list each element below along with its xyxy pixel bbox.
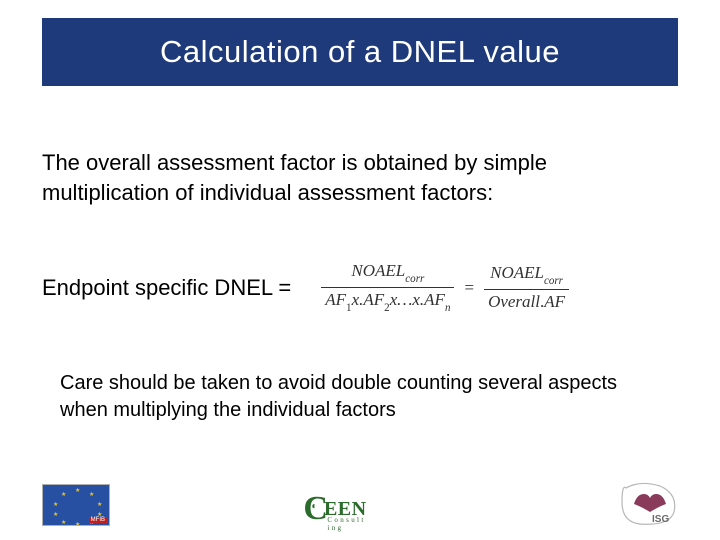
af2-sub: 2 <box>384 302 390 314</box>
mfib-tag: MFIB <box>89 517 107 523</box>
af1-text: AF <box>325 290 346 309</box>
star-icon: ★ <box>97 503 101 507</box>
isg-logo-svg: ISG <box>620 482 678 526</box>
star-icon: ★ <box>53 503 57 507</box>
star-icon: ★ <box>75 489 79 493</box>
body-area: The overall assessment factor is obtaine… <box>42 148 678 424</box>
fraction-2-bar <box>484 289 569 290</box>
fraction-1-denominator: AF1x.AF2x…x.AFn <box>321 290 454 314</box>
isg-text: ISG <box>652 514 669 525</box>
overall-text: Overall <box>488 292 540 311</box>
afn-sub: n <box>445 302 451 314</box>
formula-row: Endpoint specific DNEL = NOAELcorr AF1x.… <box>42 261 678 313</box>
title-bar: Calculation of a DNEL value <box>42 18 678 86</box>
note-paragraph: Care should be taken to avoid double cou… <box>60 370 630 424</box>
mid-text: x…x. <box>390 290 424 309</box>
formula-label: Endpoint specific DNEL = <box>42 275 291 301</box>
af-text: AF <box>544 292 565 311</box>
af1-sub: 1 <box>346 302 352 314</box>
hands-icon <box>634 494 666 512</box>
star-icon: ★ <box>89 493 93 497</box>
corr-sub-1: corr <box>405 273 424 285</box>
ceen-logo: C ◐ EEN C o n s u l t i n g <box>303 492 366 526</box>
noael-text-1: NOAEL <box>351 261 405 280</box>
fraction-1-numerator: NOAELcorr <box>347 261 428 285</box>
fraction-2: NOAELcorr Overall.AF <box>484 263 569 312</box>
fraction-2-numerator: NOAELcorr <box>486 263 567 287</box>
x1-text: x. <box>352 290 364 309</box>
fraction-1: NOAELcorr AF1x.AF2x…x.AFn <box>321 261 454 313</box>
slide-title: Calculation of a DNEL value <box>160 34 560 70</box>
ceen-c: C ◐ <box>303 492 328 526</box>
intro-paragraph: The overall assessment factor is obtaine… <box>42 148 678 207</box>
afn-text: AF <box>424 290 445 309</box>
corr-sub-2: corr <box>544 275 563 287</box>
formula: NOAELcorr AF1x.AF2x…x.AFn = NOAELcorr Ov… <box>317 261 573 313</box>
fraction-1-bar <box>321 287 454 288</box>
noael-text-2: NOAEL <box>490 263 544 282</box>
logos-row: ★ ★ ★ ★ ★ ★ ★ ★ ★ ★ MFIB C ◐ EEN C o n s… <box>42 482 678 526</box>
equals-sign: = <box>464 278 474 298</box>
isg-logo: ISG <box>620 482 678 526</box>
ceen-subtext: C o n s u l t i n g <box>327 516 366 532</box>
slide: Calculation of a DNEL value The overall … <box>0 0 720 540</box>
af2-text: AF <box>363 290 384 309</box>
star-icon: ★ <box>61 521 65 525</box>
eu-mfib-logo: ★ ★ ★ ★ ★ ★ ★ ★ ★ ★ MFIB <box>42 484 110 526</box>
star-icon: ★ <box>53 513 57 517</box>
globe-icon: ◐ <box>311 502 317 512</box>
star-icon: ★ <box>75 523 79 527</box>
fraction-2-denominator: Overall.AF <box>484 292 569 312</box>
star-icon: ★ <box>61 493 65 497</box>
